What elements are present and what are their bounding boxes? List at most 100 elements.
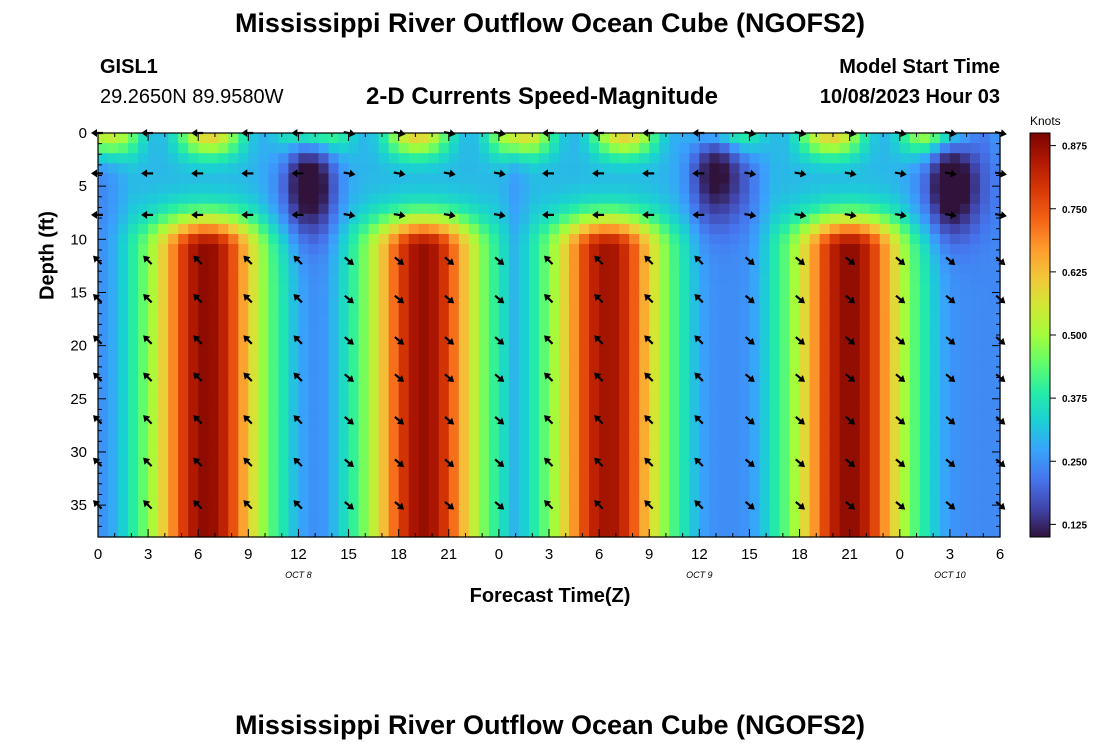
heatmap-cell — [729, 436, 741, 447]
heatmap-cell — [328, 223, 340, 235]
heatmap-cell — [589, 223, 600, 235]
heatmap-cell — [749, 446, 761, 457]
heatmap-cell — [749, 395, 761, 407]
heatmap-cell — [919, 446, 931, 457]
heatmap-cell — [929, 456, 941, 467]
heatmap-cell — [278, 264, 290, 275]
heatmap-cell — [398, 193, 410, 205]
heatmap-cell — [599, 244, 610, 255]
heatmap-cell — [629, 274, 640, 286]
heatmap-cell — [639, 234, 650, 245]
heatmap-cell — [128, 365, 139, 376]
heatmap-cell — [849, 284, 861, 296]
heatmap-cell — [478, 314, 490, 326]
heatmap-cell — [318, 375, 330, 387]
heatmap-cell — [669, 415, 680, 427]
heatmap-cell — [579, 284, 590, 296]
heatmap-cell — [889, 446, 901, 457]
heatmap-cell — [749, 466, 761, 477]
heatmap-cell — [168, 183, 179, 195]
heatmap-cell — [298, 526, 310, 538]
heatmap-cell — [498, 143, 510, 154]
heatmap-cell — [478, 436, 490, 447]
heatmap-cell — [188, 405, 199, 417]
heatmap-cell — [318, 395, 330, 407]
heatmap-cell — [559, 466, 570, 477]
heatmap-cell — [238, 466, 249, 477]
heatmap-cell — [438, 446, 450, 457]
heatmap-cell — [268, 244, 279, 255]
heatmap-cell — [909, 516, 921, 528]
heatmap-cell — [508, 446, 520, 457]
heatmap-cell — [649, 294, 660, 306]
heatmap-cell — [729, 294, 741, 306]
heatmap-cell — [589, 153, 600, 164]
heatmap-cell — [729, 234, 741, 245]
heatmap-cell — [949, 213, 961, 225]
heatmap-cell — [729, 163, 741, 174]
heatmap-cell — [609, 294, 620, 306]
heatmap-cell — [298, 143, 310, 154]
heatmap-cell — [298, 244, 310, 255]
heatmap-cell — [599, 234, 610, 245]
current-vector-arrow — [544, 372, 554, 382]
heatmap-cell — [559, 223, 570, 235]
heatmap-cell — [939, 395, 951, 407]
heatmap-cell — [448, 345, 460, 356]
heatmap-cell — [398, 304, 410, 316]
heatmap-cell — [589, 335, 600, 346]
heatmap-cell — [879, 284, 891, 296]
heatmap-cell — [789, 274, 801, 286]
heatmap-cell — [518, 234, 530, 245]
heatmap-cell — [388, 506, 400, 518]
heatmap-cell — [709, 436, 720, 447]
heatmap-cell — [488, 234, 500, 245]
heatmap-cell — [629, 425, 640, 437]
current-vector-arrow — [944, 211, 957, 220]
heatmap-cell — [288, 324, 300, 336]
colorbar-tick-label: 0.250 — [1062, 457, 1087, 468]
heatmap-cell — [468, 163, 480, 174]
heatmap-cell — [328, 254, 340, 265]
heatmap-cell — [348, 415, 360, 427]
heatmap-cell — [408, 365, 420, 376]
heatmap-cell — [108, 486, 119, 498]
heatmap-cell — [318, 133, 330, 144]
heatmap-cell — [689, 274, 700, 286]
heatmap-cell — [188, 516, 199, 528]
heatmap-cell — [739, 274, 751, 286]
heatmap-cell — [518, 274, 530, 286]
heatmap-cell — [939, 496, 951, 508]
current-vector-arrow — [542, 169, 554, 178]
heatmap-cell — [518, 133, 530, 144]
current-vector-arrow — [444, 256, 455, 266]
heatmap-cell — [298, 506, 310, 518]
heatmap-cell — [168, 466, 179, 477]
heatmap-cell — [719, 264, 730, 275]
heatmap-cell — [338, 203, 350, 215]
heatmap-cell — [488, 264, 500, 275]
current-vector-arrow — [594, 415, 604, 425]
heatmap-cell — [849, 405, 861, 417]
heatmap-cell — [799, 163, 811, 174]
heatmap-cell — [749, 375, 761, 387]
heatmap-cell — [969, 486, 981, 498]
heatmap-cell — [328, 466, 340, 477]
heatmap-cell — [829, 264, 841, 275]
heatmap-cell — [338, 355, 350, 366]
heatmap-cell — [749, 365, 761, 376]
heatmap-cell — [869, 133, 881, 144]
heatmap-cell — [589, 355, 600, 366]
heatmap-cell — [869, 213, 881, 225]
heatmap-cell — [268, 466, 279, 477]
heatmap-cell — [538, 405, 550, 417]
heatmap-cell — [258, 223, 269, 235]
current-vector-arrow — [794, 169, 807, 178]
heatmap-cell — [108, 415, 119, 427]
heatmap-cell — [488, 436, 500, 447]
heatmap-cell — [268, 173, 279, 185]
heatmap-cell — [528, 345, 540, 356]
heatmap-cell — [759, 133, 771, 144]
heatmap-cell — [669, 446, 680, 457]
heatmap-cell — [949, 304, 961, 316]
